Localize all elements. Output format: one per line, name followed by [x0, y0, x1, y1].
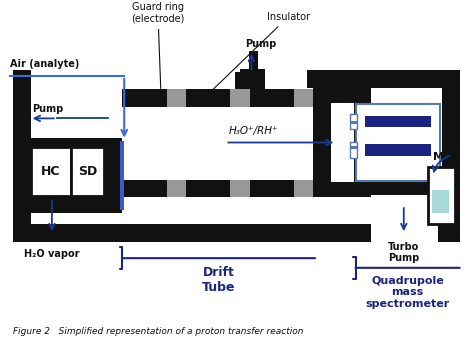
Bar — [105, 138, 122, 213]
Bar — [235, 72, 262, 90]
Text: Drift
Tube: Drift Tube — [202, 266, 236, 294]
Bar — [365, 144, 431, 156]
Bar — [273, 90, 292, 107]
Bar — [13, 138, 110, 155]
Bar — [330, 103, 354, 182]
Text: Quadrupole
mass
spectrometer: Quadrupole mass spectrometer — [365, 275, 450, 309]
Bar — [307, 70, 460, 87]
Bar — [313, 87, 334, 198]
Bar — [122, 90, 313, 107]
Bar — [354, 87, 371, 198]
Bar — [122, 107, 313, 180]
Bar — [146, 180, 164, 198]
Text: Pump: Pump — [246, 39, 277, 49]
Bar — [442, 162, 460, 242]
Bar — [248, 51, 258, 90]
Text: Figure 2   Simplified representation of a proton transfer reaction: Figure 2 Simplified representation of a … — [13, 327, 304, 336]
Bar — [252, 180, 271, 198]
Bar — [188, 90, 207, 107]
Text: H₂O vapor: H₂O vapor — [24, 249, 80, 260]
Text: SD: SD — [78, 165, 97, 178]
Bar — [245, 72, 262, 90]
Text: M⁺: M⁺ — [433, 152, 450, 162]
Bar — [371, 194, 384, 242]
Bar — [273, 180, 292, 198]
Bar — [117, 141, 120, 210]
Text: Insulator: Insulator — [213, 12, 310, 90]
Bar — [146, 90, 164, 107]
Bar — [254, 69, 265, 90]
Bar — [230, 180, 249, 198]
Bar — [167, 90, 186, 107]
Text: Guard ring
(electrode): Guard ring (electrode) — [131, 2, 185, 88]
Bar — [442, 70, 460, 179]
Bar — [13, 155, 31, 213]
Bar — [350, 114, 357, 129]
Bar — [209, 180, 228, 198]
Text: Turbo
Pump: Turbo Pump — [388, 242, 419, 263]
Bar — [350, 142, 357, 158]
Bar — [245, 90, 262, 107]
Text: Air (analyte): Air (analyte) — [10, 59, 80, 69]
Bar — [235, 72, 245, 107]
Bar — [167, 180, 186, 198]
Bar — [13, 70, 31, 242]
Bar — [432, 190, 449, 213]
Bar — [444, 181, 460, 242]
Bar — [371, 181, 458, 194]
Bar — [230, 90, 249, 107]
Text: HC: HC — [41, 165, 61, 178]
Bar — [313, 87, 371, 103]
Bar — [124, 90, 144, 107]
Bar — [122, 180, 313, 198]
Bar — [240, 69, 265, 81]
Bar — [384, 229, 429, 242]
Bar — [120, 141, 124, 210]
Bar — [350, 146, 357, 149]
Bar — [313, 182, 371, 198]
Bar — [252, 90, 271, 107]
Bar — [371, 194, 384, 242]
Bar — [294, 180, 313, 198]
Bar — [209, 90, 228, 107]
Bar — [356, 104, 440, 181]
Text: Pump: Pump — [32, 104, 63, 114]
Bar — [294, 90, 313, 107]
Bar — [31, 147, 71, 196]
Bar — [371, 194, 438, 242]
Bar — [188, 180, 207, 198]
Bar — [240, 69, 252, 90]
Bar — [71, 147, 104, 196]
Bar — [428, 167, 455, 224]
Bar — [13, 196, 115, 213]
Bar — [365, 116, 431, 127]
Bar — [350, 121, 357, 124]
Bar — [124, 180, 144, 198]
Bar — [13, 224, 457, 242]
Text: H₃O⁺/RH⁺: H₃O⁺/RH⁺ — [228, 126, 278, 136]
